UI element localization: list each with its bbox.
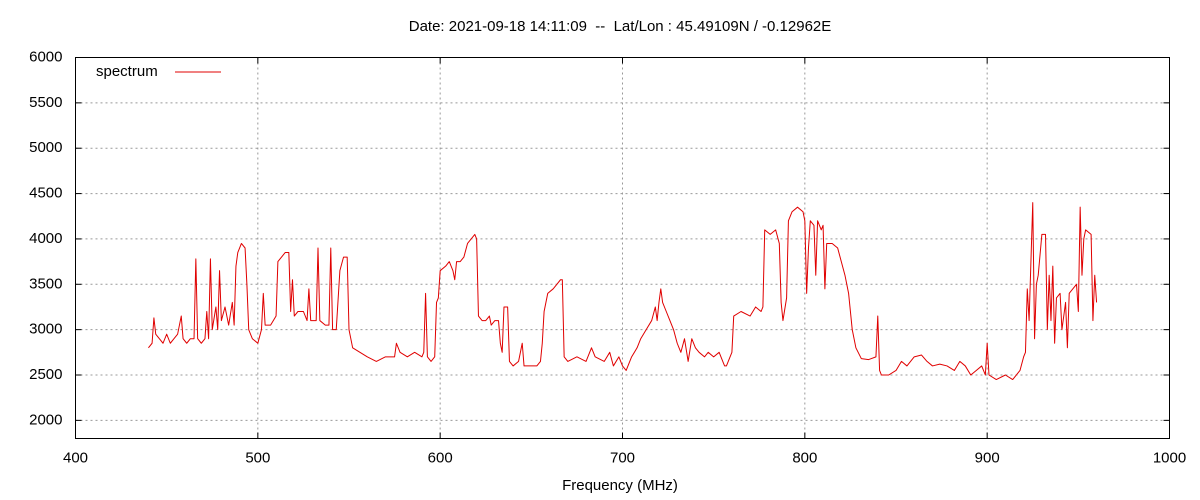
- x-tick-label: 500: [245, 449, 270, 466]
- x-tick-label: 700: [610, 449, 635, 466]
- y-tick-label: 4500: [29, 185, 62, 202]
- y-tick-label: 2000: [29, 411, 62, 428]
- y-tick-label: 5500: [29, 94, 62, 111]
- data-line: [148, 202, 1098, 381]
- y-tick-label: 3000: [29, 321, 62, 338]
- y-tick-label: 4000: [29, 230, 62, 247]
- x-tick-label: 600: [428, 449, 453, 466]
- x-tick-label: 800: [792, 449, 817, 466]
- plot: [148, 202, 1098, 381]
- x-tick-label: 900: [975, 449, 1000, 466]
- y-tick-label: 3500: [29, 275, 62, 292]
- chart-title: Date: 2021-09-18 14:11:09 -- Lat/Lon : 4…: [409, 18, 832, 35]
- y-tick-label: 5000: [29, 139, 62, 156]
- y-tick-label: 2500: [29, 366, 62, 383]
- x-tick-label: 400: [63, 449, 88, 466]
- y-tick-label: 6000: [29, 48, 62, 65]
- grid: 2000 2500 3000 3500 4000 4500 5000 5500 6000 400 5…: [29, 48, 1186, 466]
- legend-label: spectrum: [96, 63, 158, 80]
- x-tick-label: 1000: [1153, 449, 1186, 466]
- legend: spectrum: [96, 63, 221, 80]
- x-axis-label: Frequency (MHz): [562, 477, 678, 494]
- plot-frame: [75, 57, 1170, 439]
